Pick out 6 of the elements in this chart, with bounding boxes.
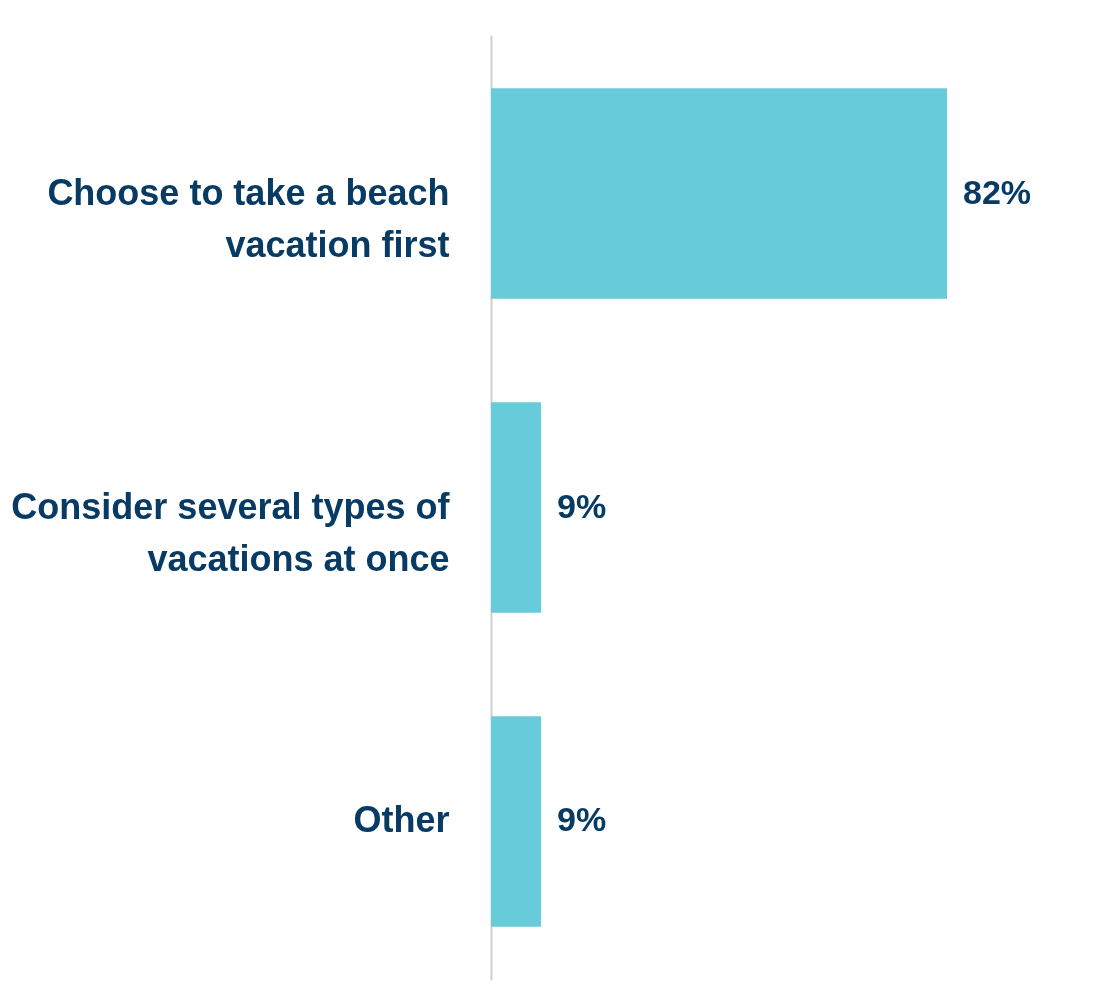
y-tick-label: Consider several types of vacations at once	[11, 485, 451, 579]
y-tick-label: Choose to take a beach vacation first	[47, 171, 450, 265]
y-tick-label: Other	[353, 799, 450, 841]
data-label: 9%	[557, 486, 607, 525]
data-label: 82%	[963, 172, 1032, 211]
data-label: 9%	[557, 800, 607, 839]
